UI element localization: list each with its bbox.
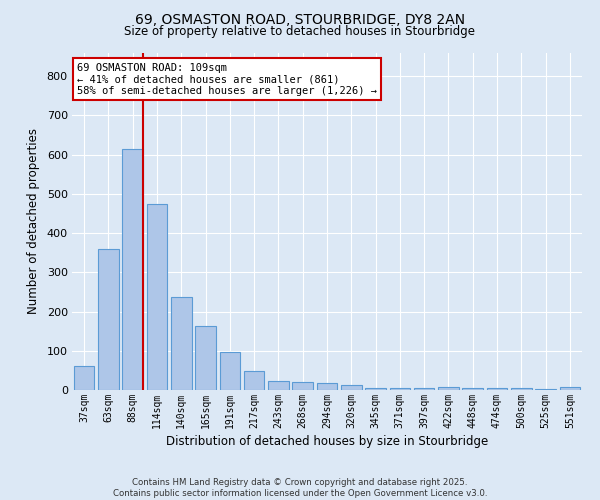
Bar [122,148,143,390]
Bar [487,388,508,390]
Text: Size of property relative to detached houses in Stourbridge: Size of property relative to detached ho… [125,25,476,38]
Bar [292,382,313,390]
Text: 69, OSMASTON ROAD, STOURBRIDGE, DY8 2AN: 69, OSMASTON ROAD, STOURBRIDGE, DY8 2AN [135,12,465,26]
Bar [317,383,337,390]
Bar [511,388,532,390]
Bar [341,385,362,390]
Text: Contains HM Land Registry data © Crown copyright and database right 2025.
Contai: Contains HM Land Registry data © Crown c… [113,478,487,498]
Bar [244,371,265,390]
Bar [146,204,167,390]
Bar [195,326,216,390]
Bar [268,382,289,390]
Bar [98,248,119,390]
Bar [365,388,386,390]
Y-axis label: Number of detached properties: Number of detached properties [27,128,40,314]
Bar [560,388,580,390]
X-axis label: Distribution of detached houses by size in Stourbridge: Distribution of detached houses by size … [166,435,488,448]
Bar [74,366,94,390]
Text: 69 OSMASTON ROAD: 109sqm
← 41% of detached houses are smaller (861)
58% of semi-: 69 OSMASTON ROAD: 109sqm ← 41% of detach… [77,62,377,96]
Bar [389,388,410,390]
Bar [438,387,459,390]
Bar [414,388,434,390]
Bar [463,388,483,390]
Bar [535,389,556,390]
Bar [171,296,191,390]
Bar [220,352,240,390]
